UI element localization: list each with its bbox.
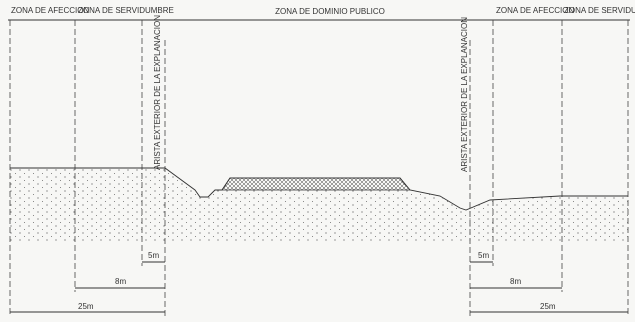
edge-label: ARISTA EXTERIOR DE LA EXPLANACION	[460, 17, 469, 172]
zone-label: ZONA DE AFECCION	[496, 6, 574, 15]
dimension-label: 8m	[510, 277, 521, 286]
dimension-label: 25m	[78, 302, 94, 311]
dimension-lines	[10, 261, 628, 313]
road-platform	[221, 177, 411, 191]
zone-label: ZONA DE SERVIDUMBRE	[78, 6, 174, 15]
dimension-label: 8m	[115, 277, 126, 286]
soil	[10, 168, 628, 242]
dimension-label: 5m	[478, 251, 489, 260]
zone-label: ZONA DE AFECCION	[11, 6, 89, 15]
zone-label: ZONA DE DOMINIO PUBLICO	[275, 7, 385, 16]
edge-label: ARISTA EXTERIOR DE LA EXPLANACION	[153, 15, 162, 170]
dimension-label: 25m	[540, 302, 556, 311]
dimension-label: 5m	[148, 251, 159, 260]
zone-label: ZONA DE SERVIDUMBRE	[564, 6, 635, 15]
